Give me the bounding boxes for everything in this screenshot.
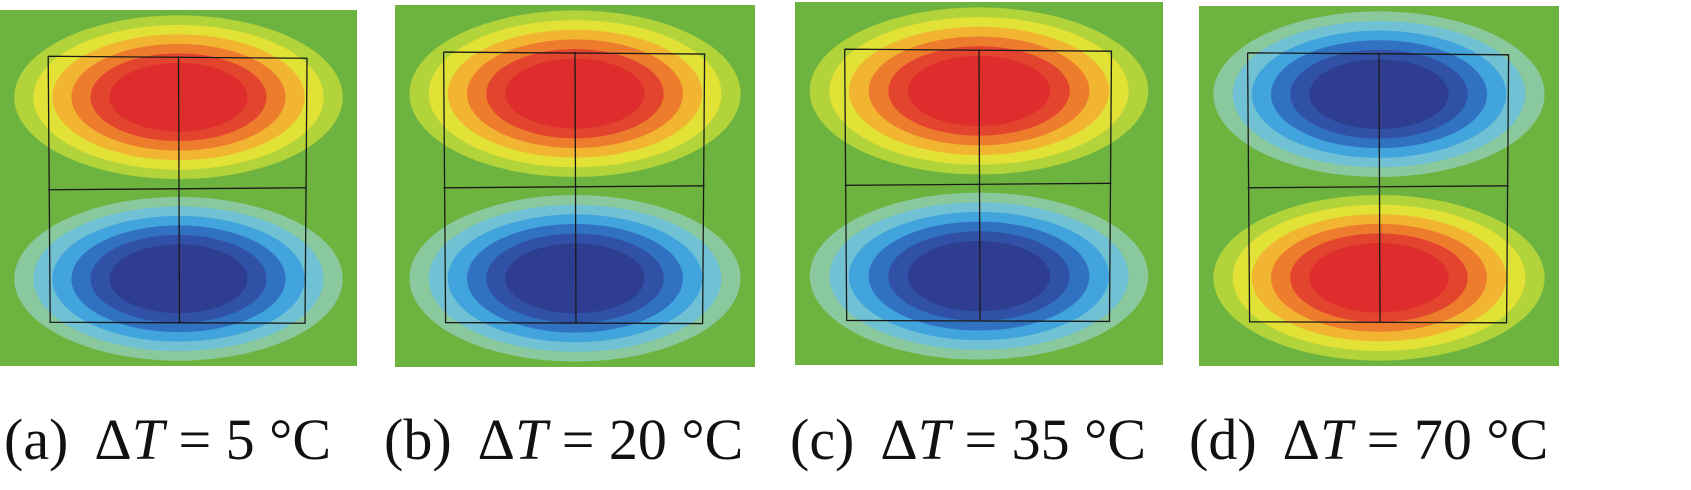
frame-mid-horizontal [48,187,308,191]
mode-shape-panel-b [395,5,755,367]
caption-var-b: T [514,407,548,472]
frame-mid-vertical [574,52,577,324]
mode-shape-panel-c [795,2,1163,365]
caption-var-c: T [917,407,950,472]
mode-shape-panel-a [0,10,357,366]
frame-mid-vertical [177,56,181,324]
caption-label-a: (a) [4,407,69,472]
caption-var-d: T [1319,407,1353,472]
frame-outline [442,51,706,325]
frame-outline [47,55,308,324]
frame-border [844,48,1113,323]
caption-eq-a: = 5 °C [163,407,332,472]
frame-mid-horizontal [844,182,1112,186]
lower-lobe-contour [109,244,248,314]
caption-c: (c) ΔT = 35 °C [790,400,1146,480]
caption-b: (b) ΔT = 20 °C [384,400,743,480]
contour-plot-c [795,2,1163,365]
caption-eq-c: = 35 °C [949,407,1147,472]
lower-lobe-contour [505,243,645,314]
contour-plot-a [0,10,357,366]
caption-eq-d: = 70 °C [1352,407,1549,472]
caption-a: (a) ΔT = 5 °C [4,400,331,480]
caption-delta-c: Δ [880,407,918,472]
frame-border [1246,52,1510,324]
caption-label-d: (d) [1189,407,1257,472]
frame-outline [1246,52,1510,324]
contour-plot-b [395,5,755,367]
frame-outline [844,48,1113,323]
lower-lobe-contour [907,240,1051,312]
frame-border [47,55,308,324]
caption-label-c: (c) [790,407,855,472]
frame-mid-vertical [978,49,981,322]
frame-border [442,51,706,325]
caption-delta-d: Δ [1282,407,1320,472]
contour-plot-d [1199,6,1559,366]
caption-label-b: (b) [384,407,452,472]
caption-delta-a: Δ [94,407,132,472]
lower-lobe-contour [1309,242,1449,313]
caption-eq-b: = 20 °C [547,407,744,472]
caption-delta-b: Δ [477,407,515,472]
caption-var-a: T [131,407,164,472]
frame-mid-vertical [1378,52,1381,323]
frame-mid-horizontal [443,185,705,189]
caption-d: (d) ΔT = 70 °C [1189,400,1548,480]
mode-shape-panel-d [1199,6,1559,366]
frame-mid-horizontal [1247,185,1509,189]
